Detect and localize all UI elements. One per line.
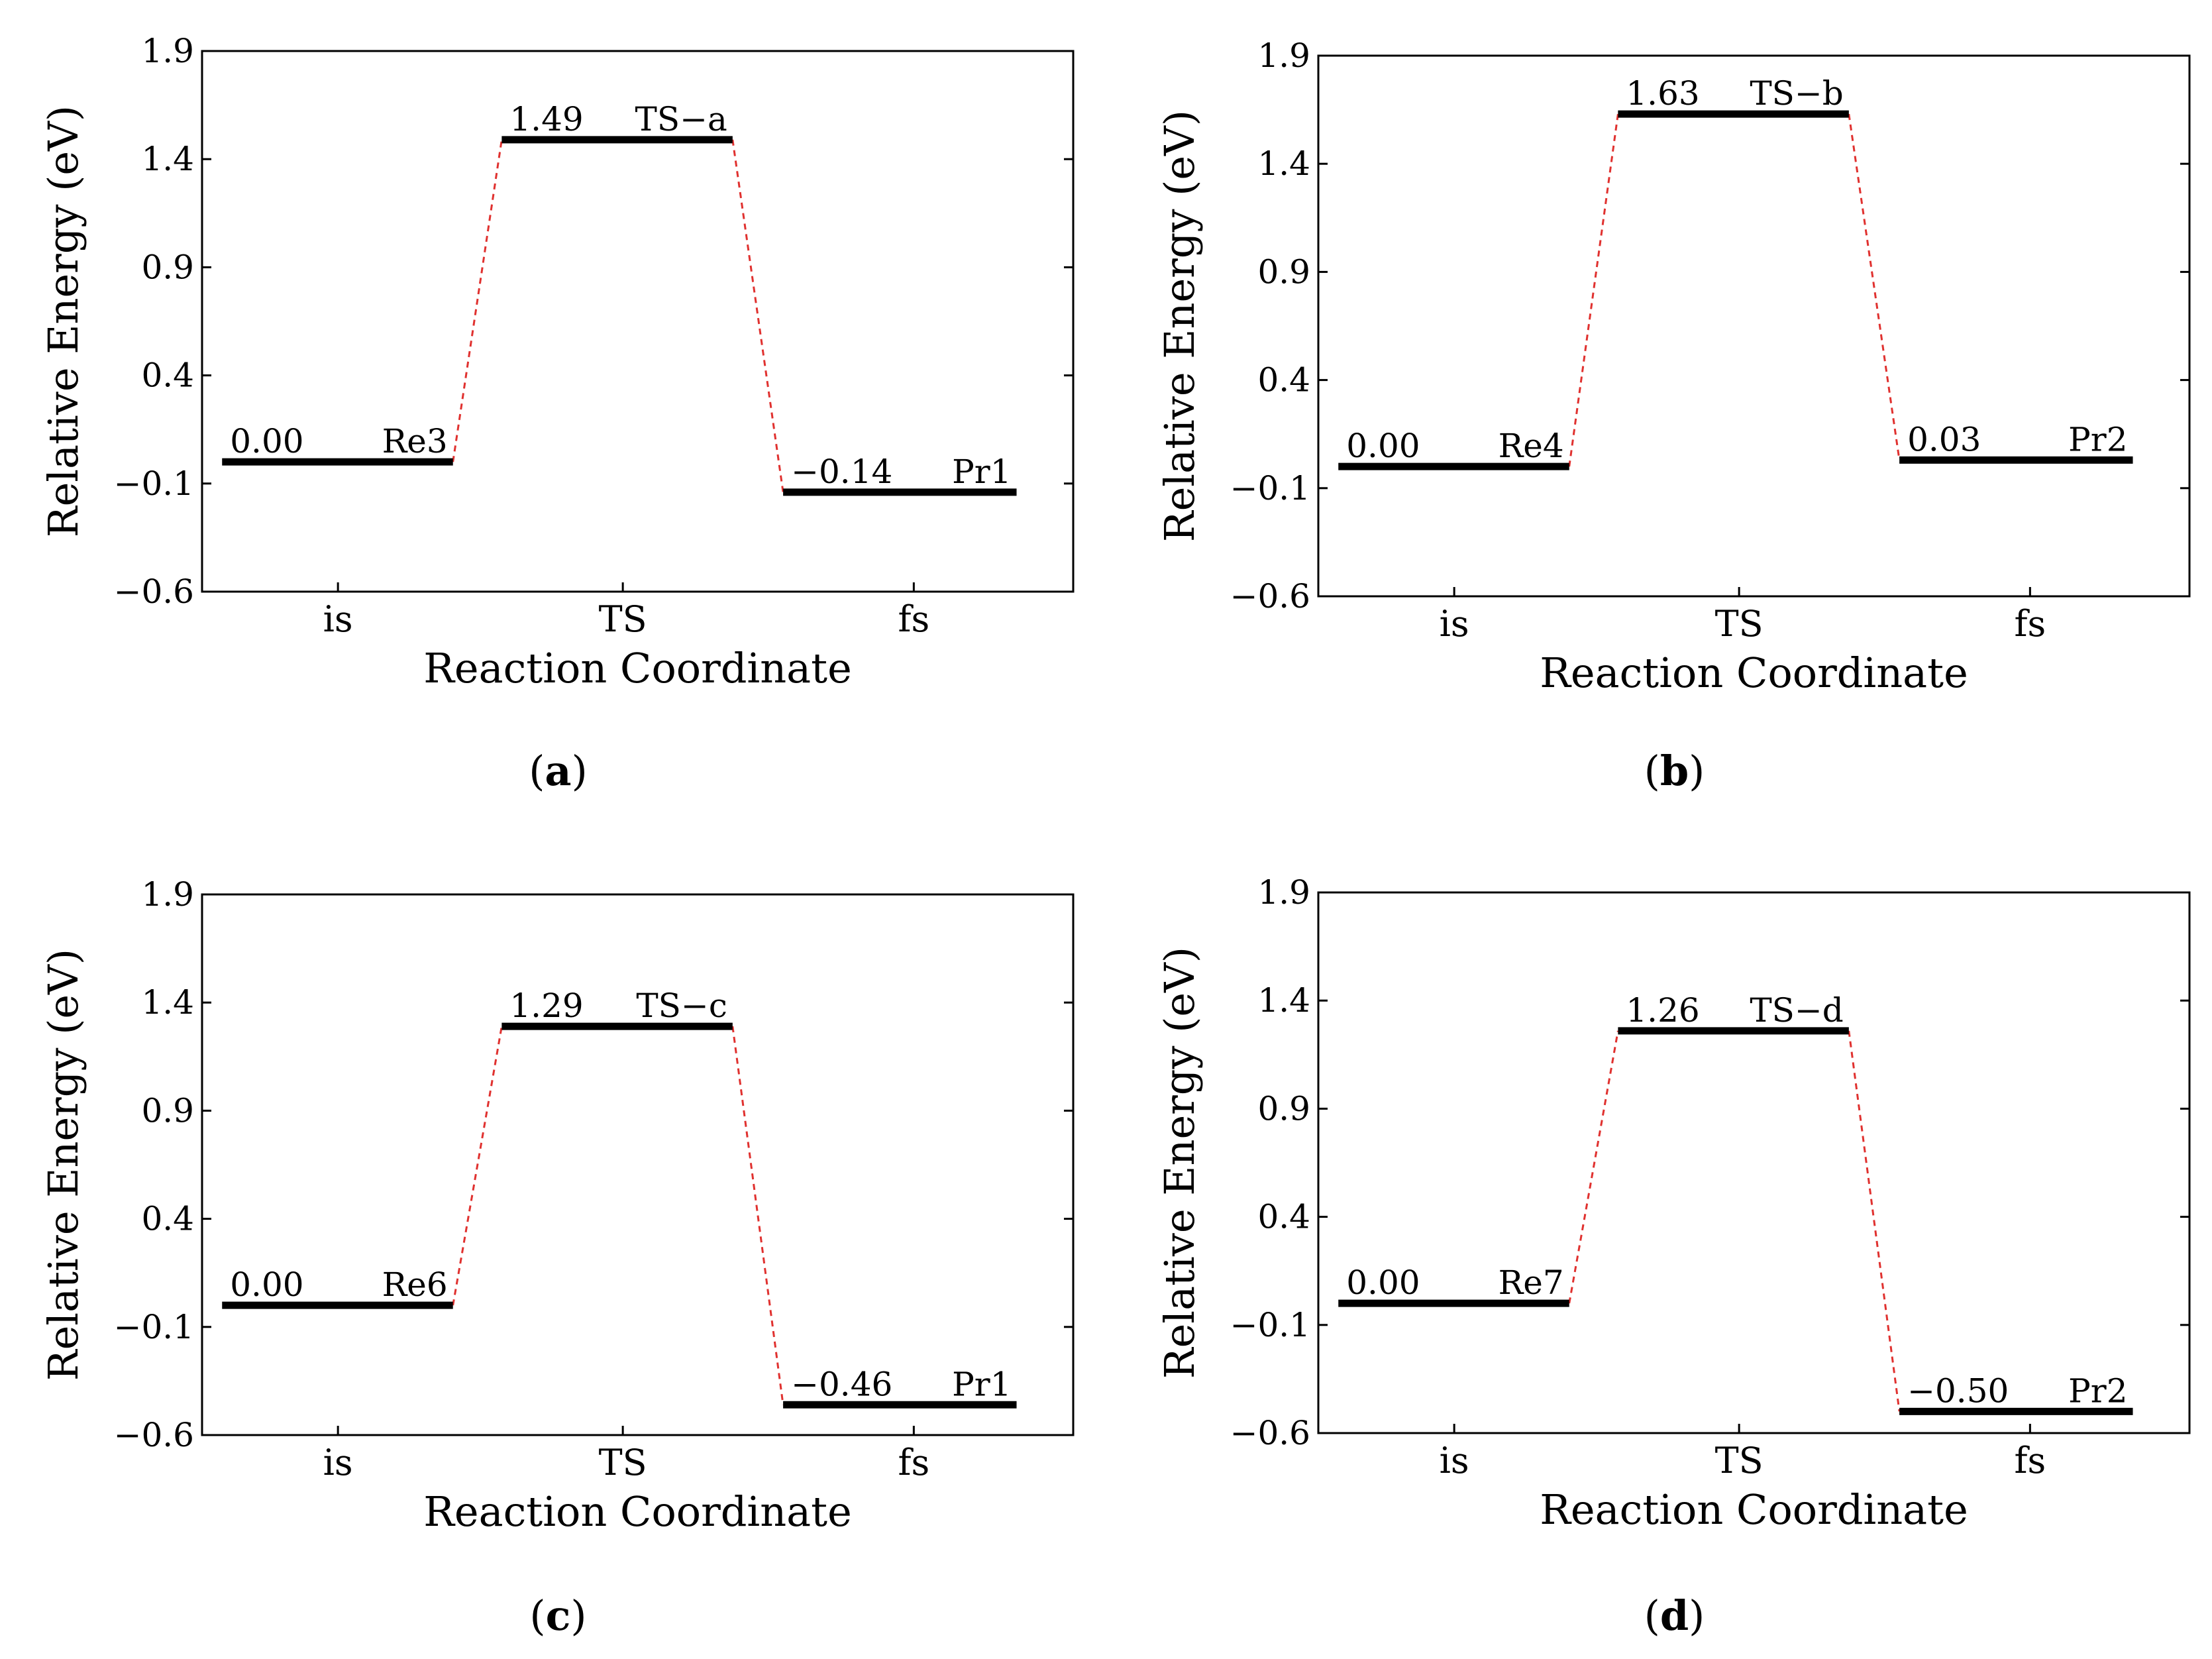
state-name-label: Pr1 xyxy=(952,1365,1011,1403)
y-tick-label: 0.4 xyxy=(141,1200,194,1238)
x-category-label: is xyxy=(323,1442,353,1483)
y-axis-title: Relative Energy (eV) xyxy=(1155,947,1204,1379)
connector-dashed-line xyxy=(731,1026,784,1405)
x-category-label: is xyxy=(323,598,353,640)
state-name-label: TS−a xyxy=(635,100,727,138)
y-tick-label: 0.4 xyxy=(1257,361,1310,400)
energy-value-label: 0.00 xyxy=(1346,1263,1420,1302)
energy-panel: 1.9 1.4 0.9 0.4 −0.1 −0.6 is TS fs Reaction Coord… xyxy=(39,32,1075,795)
y-tick-label: −0.1 xyxy=(1230,1306,1310,1344)
y-tick-label: 0.9 xyxy=(1257,252,1310,291)
panel-letter: d xyxy=(1660,1591,1689,1640)
y-tick-label: −0.1 xyxy=(114,464,194,503)
energy-value-label: −0.50 xyxy=(1907,1371,2009,1410)
panel-letter: a xyxy=(545,747,571,795)
state-name-label: Re4 xyxy=(1499,427,1564,465)
connector-dashed-line xyxy=(731,139,784,493)
energy-value-label: −0.14 xyxy=(791,453,892,491)
state-name-label: Pr2 xyxy=(2068,420,2127,458)
energy-value-label: 0.00 xyxy=(1346,427,1420,465)
x-category-label: fs xyxy=(898,1442,930,1483)
y-tick-label: −0.1 xyxy=(114,1308,194,1346)
state-name-label: Re7 xyxy=(1499,1263,1564,1302)
panel-letter: c xyxy=(546,1591,571,1640)
x-category-label: TS xyxy=(1715,603,1764,645)
connector-dashed-line xyxy=(1848,113,1901,460)
y-axis-title: Relative Energy (eV) xyxy=(39,105,87,537)
y-tick-label: 1.9 xyxy=(141,875,194,914)
y-tick-label: 1.9 xyxy=(1257,873,1310,912)
energy-value-label: 0.00 xyxy=(230,1265,303,1304)
connector-dashed-line xyxy=(452,1026,503,1306)
connector-dashed-line xyxy=(452,139,503,462)
x-axis-title: Reaction Coordinate xyxy=(1540,1485,1968,1534)
energy-panel: 1.9 1.4 0.9 0.4 −0.1 −0.6 is TS fs Reaction Coord… xyxy=(1155,36,2191,795)
y-tick-label: 1.4 xyxy=(141,983,194,1022)
state-name-label: TS−b xyxy=(1750,74,1844,113)
panel-label: (b) xyxy=(1644,747,1705,795)
y-tick-label: 0.4 xyxy=(141,356,194,395)
x-category-label: is xyxy=(1440,603,1469,645)
y-tick-label: 1.4 xyxy=(1257,981,1310,1020)
energy-value-label: 1.49 xyxy=(509,100,583,138)
y-tick-label: −0.6 xyxy=(1230,577,1310,615)
x-category-label: TS xyxy=(599,1442,647,1483)
x-axis-title: Reaction Coordinate xyxy=(423,644,852,692)
state-name-label: TS−c xyxy=(636,987,727,1025)
connector-dashed-line xyxy=(1568,1030,1619,1304)
axes-frame xyxy=(1317,54,2191,598)
panels-container: 1.9 1.4 0.9 0.4 −0.1 −0.6 is TS fs Reaction Coord… xyxy=(39,32,2191,1640)
connector-dashed-line xyxy=(1848,1030,1901,1412)
connector-dashed-line xyxy=(1568,113,1619,467)
y-tick-label: 1.9 xyxy=(1257,36,1310,75)
axes-frame xyxy=(201,893,1075,1436)
x-category-label: fs xyxy=(2015,1440,2046,1481)
energy-value-label: 1.63 xyxy=(1626,74,1699,113)
y-tick-label: 0.4 xyxy=(1257,1198,1310,1236)
y-axis-title: Relative Energy (eV) xyxy=(1155,110,1204,542)
x-axis-title: Reaction Coordinate xyxy=(423,1487,852,1536)
y-tick-label: 0.9 xyxy=(1257,1089,1310,1128)
panel-label: (d) xyxy=(1644,1591,1705,1640)
panel-label: (a) xyxy=(529,747,588,795)
energy-value-label: 0.03 xyxy=(1907,420,1981,458)
y-axis-title: Relative Energy (eV) xyxy=(39,949,87,1381)
y-tick-label: 0.9 xyxy=(141,248,194,286)
y-tick-label: −0.6 xyxy=(114,572,194,611)
panel-letter: b xyxy=(1660,747,1689,795)
energy-panel: 1.9 1.4 0.9 0.4 −0.1 −0.6 is TS fs Reaction Coord… xyxy=(39,875,1075,1640)
energy-value-label: 1.26 xyxy=(1626,991,1699,1030)
state-name-label: Pr1 xyxy=(952,453,1011,491)
state-name-label: TS−d xyxy=(1750,991,1844,1030)
y-tick-label: 1.9 xyxy=(141,32,194,70)
energy-value-label: 0.00 xyxy=(230,422,303,460)
axes-frame xyxy=(201,50,1075,593)
y-tick-label: 1.4 xyxy=(141,140,194,178)
y-tick-label: −0.6 xyxy=(114,1416,194,1454)
state-name-label: Re6 xyxy=(382,1265,448,1304)
y-tick-label: 0.9 xyxy=(141,1091,194,1130)
x-category-label: is xyxy=(1440,1440,1469,1481)
y-tick-label: −0.6 xyxy=(1230,1414,1310,1452)
axes-frame xyxy=(1317,891,2191,1434)
x-category-label: fs xyxy=(2015,603,2046,645)
y-tick-label: 1.4 xyxy=(1257,144,1310,183)
x-category-label: fs xyxy=(898,598,930,640)
state-name-label: Pr2 xyxy=(2068,1371,2127,1410)
x-axis-title: Reaction Coordinate xyxy=(1540,649,1968,697)
panel-label: (c) xyxy=(529,1591,586,1640)
energy-value-label: 1.29 xyxy=(509,987,583,1025)
state-name-label: Re3 xyxy=(382,422,448,460)
x-category-label: TS xyxy=(1715,1440,1764,1481)
energy-value-label: −0.46 xyxy=(791,1365,892,1403)
y-tick-label: −0.1 xyxy=(1230,469,1310,508)
x-category-label: TS xyxy=(599,598,647,640)
energy-panel: 1.9 1.4 0.9 0.4 −0.1 −0.6 is TS fs Reaction Coord… xyxy=(1155,873,2191,1640)
